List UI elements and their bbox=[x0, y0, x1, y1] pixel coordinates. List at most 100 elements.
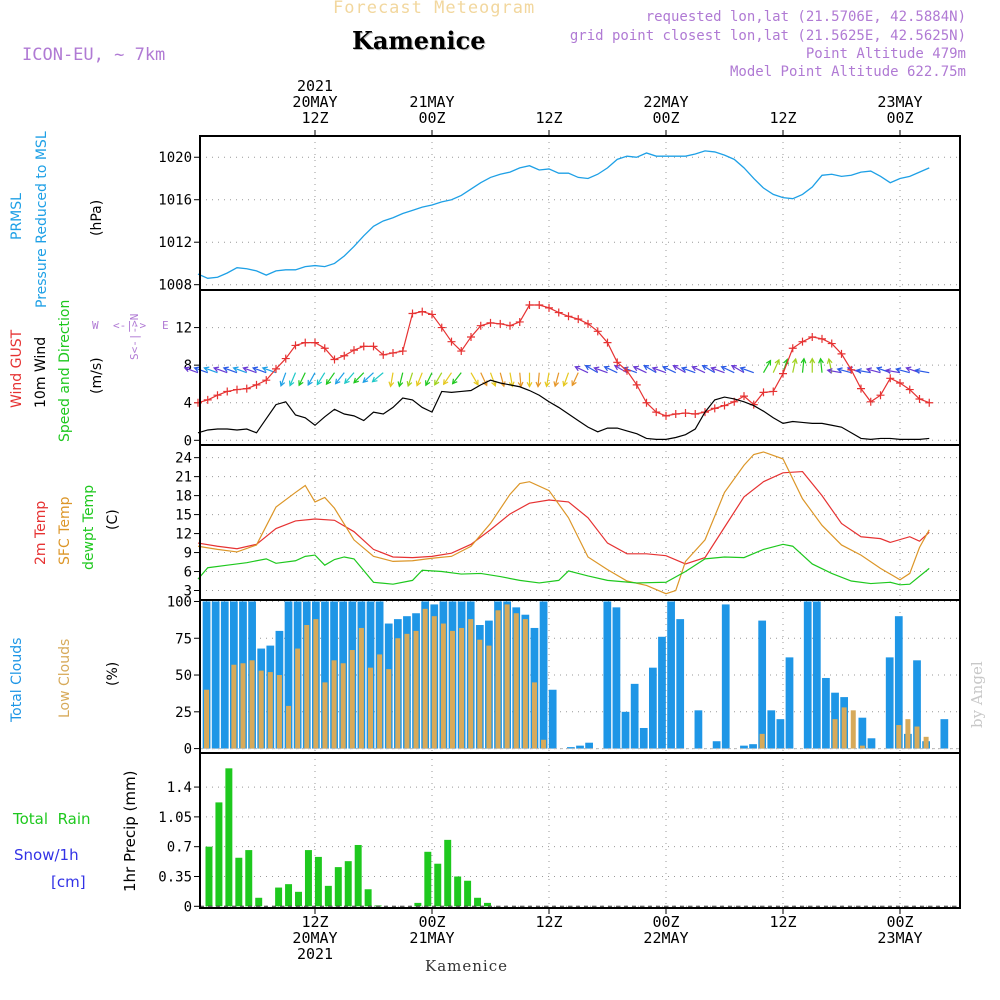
gust-marker bbox=[369, 342, 378, 351]
gust-marker bbox=[252, 380, 261, 389]
rain-bar bbox=[354, 844, 362, 907]
rain-bar bbox=[285, 884, 293, 907]
low-cloud-bar bbox=[923, 736, 929, 749]
wind-direction-arrow bbox=[762, 360, 772, 373]
date-label-line: 00Z bbox=[418, 913, 446, 931]
ytick-label: 0.35 bbox=[158, 869, 192, 885]
wind-direction-arrow bbox=[554, 372, 560, 387]
total-cloud-bar bbox=[776, 719, 785, 749]
wind-arrow-head bbox=[765, 359, 772, 366]
gust-marker bbox=[281, 354, 290, 363]
t2m-line bbox=[197, 470, 930, 565]
cm-label: [cm] bbox=[51, 873, 86, 891]
gust-marker bbox=[808, 332, 817, 341]
low-cloud-bar bbox=[386, 669, 392, 749]
wind-direction-arrow bbox=[298, 372, 306, 386]
wind-speed-line bbox=[197, 379, 930, 440]
low-cloud-bar bbox=[850, 710, 856, 749]
wind-direction-arrow bbox=[509, 372, 514, 387]
wind-arrow-head bbox=[451, 378, 458, 385]
low-cloud-bar bbox=[340, 663, 346, 749]
date-label: 12Z 20MAY 2021 bbox=[275, 914, 355, 962]
total-cloud-bar bbox=[621, 711, 630, 749]
date-label: 23MAY 00Z bbox=[860, 78, 940, 126]
gust-marker bbox=[671, 410, 680, 418]
wind-arrow-head bbox=[661, 365, 669, 372]
ytick-label: 3 bbox=[184, 584, 192, 600]
total-rain-label: Total Rain bbox=[13, 810, 91, 828]
wind-arrow-head bbox=[242, 366, 249, 373]
model-name: ICON-EU, ~ 7km bbox=[22, 45, 166, 65]
wind-direction-arrow bbox=[325, 372, 335, 385]
date-label: 00Z 23MAY bbox=[860, 914, 940, 962]
wind-arrow-head bbox=[232, 366, 239, 373]
rain-bar bbox=[314, 856, 322, 907]
wind-arrow-head bbox=[251, 366, 259, 373]
total-cloud-bar bbox=[585, 742, 593, 749]
panel-1: 0 4 8 12 bbox=[175, 290, 960, 449]
wind-arrow-head bbox=[288, 380, 295, 387]
date-label-line: 00Z bbox=[886, 109, 914, 127]
wind-direction-arrow bbox=[711, 367, 725, 374]
compass-w: W bbox=[92, 319, 99, 332]
wind-arrow-head bbox=[325, 379, 332, 386]
total-cloud-bar bbox=[284, 601, 293, 749]
wind-arrow-head bbox=[584, 365, 591, 371]
wind-arrow-head bbox=[809, 357, 816, 364]
sfc-temp-line bbox=[197, 451, 930, 595]
date-label-line: 2021 bbox=[296, 77, 334, 95]
gust-marker bbox=[291, 341, 300, 350]
wind-direction-arrow bbox=[335, 372, 345, 385]
total-cloud-bar bbox=[630, 683, 639, 749]
gust-marker bbox=[272, 364, 280, 373]
wind-direction-arrow bbox=[563, 372, 570, 387]
wind-direction-arrow bbox=[731, 365, 745, 374]
wind-arrow-head bbox=[442, 379, 449, 386]
wind-arrow-head bbox=[643, 365, 650, 371]
gust-marker bbox=[779, 369, 787, 378]
gust-marker bbox=[564, 312, 573, 321]
ytick-label: 9 bbox=[184, 546, 192, 562]
ytick-label: 1.05 bbox=[158, 810, 192, 826]
low-cloud-bar bbox=[486, 645, 492, 749]
ytick-label: 21 bbox=[175, 470, 192, 486]
wind-arrow-head bbox=[701, 365, 708, 371]
low-cloud-bar bbox=[513, 613, 519, 749]
gust-marker bbox=[457, 347, 466, 356]
wind-direction-arrow bbox=[480, 372, 488, 386]
total-cloud-bar bbox=[749, 744, 757, 749]
low-cloud-bar bbox=[276, 675, 282, 749]
wind-arrow-head bbox=[593, 366, 600, 373]
low-cloud-bar bbox=[286, 705, 292, 749]
wind-direction-arrow bbox=[643, 365, 657, 374]
wind-direction-arrow bbox=[416, 372, 423, 386]
gust-marker bbox=[740, 392, 748, 401]
wind-arrow-head bbox=[914, 368, 921, 374]
wind-arrow-head bbox=[473, 379, 479, 386]
date-label-line: 00Z bbox=[652, 109, 680, 127]
gust-marker bbox=[788, 344, 797, 353]
wind-arrow-head bbox=[865, 367, 872, 373]
ytick-label: 1008 bbox=[158, 278, 192, 294]
date-label: 12Z bbox=[509, 78, 589, 126]
wind-direction-arrow bbox=[353, 372, 365, 384]
ytick-label: 0 bbox=[184, 899, 192, 915]
gust-marker bbox=[379, 350, 388, 359]
wind-arrow-head bbox=[905, 366, 912, 373]
total-cloud-bar bbox=[785, 657, 794, 749]
rain-bar bbox=[324, 885, 332, 907]
wind-arrow-head bbox=[875, 366, 883, 373]
wind-direction-arrow bbox=[289, 372, 297, 386]
date-label-line: 12Z bbox=[301, 913, 329, 931]
gust-marker bbox=[574, 315, 583, 324]
wind-direction-arrow bbox=[452, 372, 462, 385]
gust-marker bbox=[398, 347, 407, 356]
wind-arrow-head bbox=[212, 366, 220, 373]
wind-arrow-head bbox=[720, 365, 727, 372]
low-cloud-bar bbox=[313, 619, 319, 749]
wind-direction-arrow bbox=[425, 372, 433, 386]
date-label-line: 20MAY bbox=[292, 93, 338, 111]
ytick-label: 50 bbox=[175, 668, 192, 684]
grid-point-coords: grid point closest lon,lat (21.5625E, 42… bbox=[569, 28, 966, 44]
low-cloud-bar bbox=[859, 745, 865, 749]
